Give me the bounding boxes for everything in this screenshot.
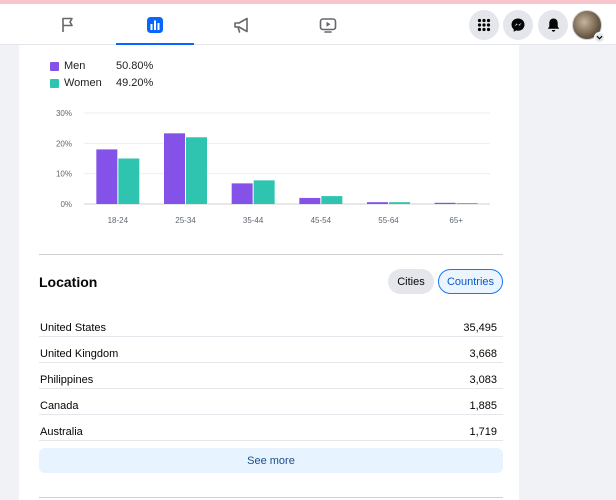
menu-grid-icon	[477, 18, 491, 32]
bar-women-65plus	[456, 203, 478, 204]
x-tick-label: 55-64	[378, 216, 399, 225]
country-name: Canada	[40, 400, 79, 412]
x-tick-label: 45-54	[311, 216, 332, 225]
top-navigation-bar	[0, 4, 616, 46]
see-more-button[interactable]: See more	[39, 448, 503, 473]
bar-women-25-34	[186, 137, 207, 204]
country-count: 3,668	[469, 348, 497, 360]
bar-women-45-54	[321, 196, 343, 204]
nav-tab-video[interactable]	[289, 4, 367, 45]
megaphone-icon	[234, 17, 248, 33]
legend-percentage: 49.20%	[116, 77, 154, 89]
women-color-swatch	[50, 79, 59, 88]
nav-tab-insights[interactable]	[116, 4, 194, 46]
y-tick-label: 0%	[60, 200, 72, 209]
country-count: 1,885	[469, 400, 497, 412]
legend-label: Men	[64, 60, 86, 72]
legend-percentage: 50.80%	[116, 60, 154, 72]
bar-women-55-64	[389, 202, 410, 204]
menu-button[interactable]	[469, 10, 499, 40]
bar-men-55-64	[367, 202, 388, 204]
country-name: United Kingdom	[40, 348, 119, 360]
y-tick-label: 10%	[56, 170, 72, 179]
country-name: United States	[40, 322, 107, 334]
country-count: 35,495	[463, 322, 497, 334]
bar-women-18-24	[118, 158, 140, 204]
bar-men-35-44	[231, 183, 253, 204]
cities-filter-button[interactable]: Cities	[388, 269, 434, 294]
age-gender-bar-chart: 0% 10% 20% 30% 18-24 25-34 35-44 45-54 55-64 65+	[56, 109, 490, 225]
top-accent-strip	[0, 0, 616, 4]
nav-tab-ads[interactable]	[203, 4, 281, 45]
audience-insights-card	[19, 45, 519, 500]
y-tick-label: 20%	[56, 139, 72, 148]
chevron-down-icon	[596, 35, 603, 40]
x-tick-label: 25-34	[175, 216, 196, 225]
bar-chart-icon	[147, 16, 163, 33]
location-row: United States 35,495	[39, 311, 503, 337]
flag-icon	[62, 17, 73, 32]
messenger-icon	[511, 18, 525, 32]
country-name: Philippines	[40, 374, 94, 386]
x-tick-label: 18-24	[108, 216, 129, 225]
bar-men-45-54	[299, 197, 321, 204]
men-color-swatch	[50, 62, 59, 71]
notifications-button[interactable]	[538, 10, 568, 40]
notifications-bell-icon	[547, 18, 559, 32]
countries-filter-button[interactable]: Countries	[438, 269, 503, 294]
x-tick-label: 65+	[449, 216, 463, 225]
location-row: Philippines 3,083	[39, 363, 503, 389]
location-row: Australia 1,719	[39, 415, 503, 441]
bar-men-25-34	[164, 133, 185, 204]
location-row: Canada 1,885	[39, 389, 503, 415]
account-caret-button[interactable]	[594, 32, 605, 43]
nav-tab-flag[interactable]	[29, 4, 107, 45]
video-play-icon	[319, 17, 337, 33]
x-tick-label: 35-44	[243, 216, 264, 225]
country-count: 1,719	[469, 426, 497, 438]
bottom-divider	[39, 497, 503, 498]
location-row: United Kingdom 3,668	[39, 337, 503, 363]
bar-women-35-44	[253, 180, 275, 204]
country-name: Australia	[40, 426, 83, 438]
country-count: 3,083	[469, 374, 497, 386]
legend-label: Women	[64, 77, 102, 89]
bar-men-65plus	[434, 202, 456, 204]
messenger-button[interactable]	[503, 10, 533, 40]
location-title: Location	[39, 274, 98, 290]
section-divider	[39, 254, 503, 255]
y-tick-label: 30%	[56, 109, 72, 118]
bar-men-18-24	[96, 149, 118, 204]
